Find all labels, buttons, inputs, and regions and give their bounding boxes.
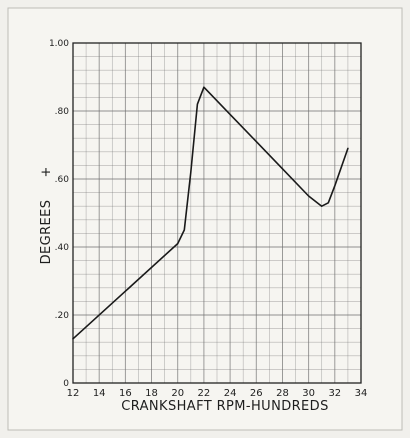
y-tick-label: .40 xyxy=(55,243,70,253)
y-tick-label: .80 xyxy=(55,107,70,117)
figure-border xyxy=(7,7,403,431)
y-tick-label: 0 xyxy=(63,379,69,389)
x-tick-label: 22 xyxy=(198,388,211,399)
x-tick-label: 26 xyxy=(250,388,263,399)
x-tick-label: 14 xyxy=(93,388,106,399)
x-axis-label: CRANKSHAFT RPM-HUNDREDS xyxy=(121,399,328,414)
x-tick-label: 24 xyxy=(224,388,237,399)
x-tick-label: 18 xyxy=(145,388,158,399)
y-axis-label: DEGREES xyxy=(39,200,54,265)
x-tick-label: 34 xyxy=(355,388,368,399)
y-axis-label-group: DEGREES + xyxy=(39,167,54,265)
axis-layer xyxy=(72,42,362,384)
x-tick-label: 28 xyxy=(276,388,289,399)
x-tick-labels: 12 14 16 18 20 22 24 26 28 30 32 34 xyxy=(67,388,368,399)
series-layer xyxy=(72,86,349,340)
x-tick-label: 16 xyxy=(119,388,132,399)
y-tick-labels: 0 .20 .40 .60 .80 1.00 xyxy=(49,39,69,389)
y-tick-label: .60 xyxy=(55,175,70,185)
y-tick-label: .20 xyxy=(55,311,70,321)
series-line xyxy=(72,86,349,340)
x-tick-label: 32 xyxy=(328,388,341,399)
x-tick-label: 30 xyxy=(302,388,315,399)
x-tick-label: 12 xyxy=(67,388,80,399)
plot-frame xyxy=(72,42,362,384)
y-axis-label-suffix: + xyxy=(39,167,54,178)
x-tick-label: 20 xyxy=(171,388,184,399)
y-tick-label: 1.00 xyxy=(49,39,69,49)
